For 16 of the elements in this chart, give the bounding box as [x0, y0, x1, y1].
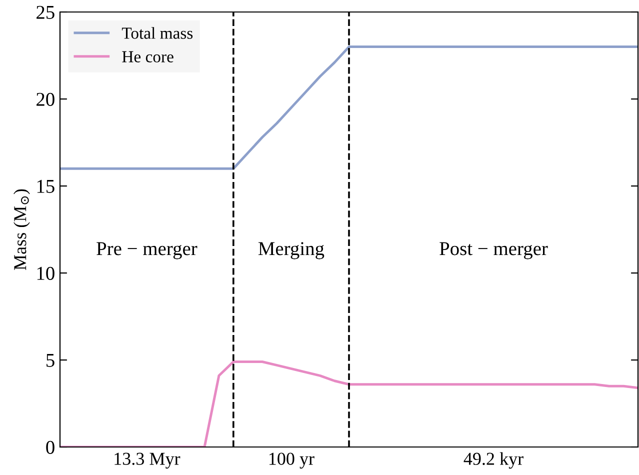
text: 49.2 kyr — [464, 452, 524, 469]
line-series — [60, 46, 638, 170]
y-tick-label: 5 — [46, 354, 54, 367]
annotation: Post − merger — [440, 242, 548, 260]
text: 100 yr — [269, 452, 314, 469]
y-tick-label: 0 — [46, 440, 54, 454]
annotation: Merging — [258, 242, 324, 260]
y-axis-title: Mass (M$_{⊙}$) — [14, 189, 30, 270]
annotation: Pre − merger — [96, 242, 198, 260]
text: 13.3 Myr — [114, 452, 180, 469]
legend-label: Total mass — [122, 27, 193, 39]
y-tick-label: 20 — [36, 92, 54, 106]
y-tick-label: 10 — [37, 266, 54, 280]
legend-label: He core — [122, 51, 174, 62]
y-tick-label: 25 — [36, 6, 54, 19]
y-tick-label: 15 — [37, 180, 54, 193]
